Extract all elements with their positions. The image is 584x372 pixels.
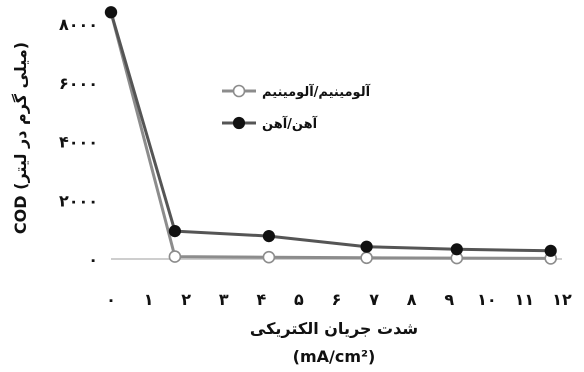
x-axis-ticks: ۰ ۱ ۲ ۳ ۴ ۵ ۶ ۷ ۸ ۹ ۱۰ ۱۱ ۱۲ bbox=[106, 290, 572, 309]
legend-marker-iron bbox=[232, 116, 246, 130]
series-1-point bbox=[360, 240, 373, 253]
series-layer bbox=[104, 6, 558, 265]
x-tick-label: ۴ bbox=[256, 290, 266, 309]
series-line-0 bbox=[109, 11, 551, 260]
series-line-1 bbox=[109, 11, 551, 253]
legend-marker-aluminium bbox=[232, 84, 246, 98]
series-0-point bbox=[262, 250, 276, 264]
legend: آلومینیم/آلومینیم آهن/آهن bbox=[222, 83, 371, 132]
legend-label-iron: آهن/آهن bbox=[262, 115, 318, 132]
x-axis-unit: (mA/cm²) bbox=[293, 347, 376, 366]
legend-label-aluminium: آلومینیم/آلومینیم bbox=[262, 83, 371, 100]
y-tick-label: ۶۰۰۰ bbox=[59, 74, 98, 93]
series-1-point bbox=[168, 225, 181, 238]
y-tick-label: ۸۰۰۰ bbox=[59, 15, 98, 34]
x-tick-label: ۱۰ bbox=[477, 290, 497, 309]
y-axis-ticks: ۰ ۲۰۰۰ ۴۰۰۰ ۶۰۰۰ ۸۰۰۰ bbox=[59, 15, 98, 269]
x-tick-label: ۳ bbox=[219, 290, 229, 309]
series-1-point bbox=[262, 230, 275, 243]
x-tick-label: ۵ bbox=[294, 290, 304, 309]
x-tick-label: ۶ bbox=[332, 290, 342, 309]
x-tick-label: ۱۲ bbox=[552, 290, 572, 309]
legend-item-aluminium: آلومینیم/آلومینیم bbox=[222, 83, 371, 100]
x-axis-title: شدت جریان الکتریکی bbox=[250, 319, 418, 338]
y-tick-label: ۴۰۰۰ bbox=[59, 133, 98, 152]
y-axis-title: COD (میلی گرم در لیتر) bbox=[11, 42, 30, 234]
y-tick-label: ۰ bbox=[88, 250, 98, 269]
x-tick-label: ۷ bbox=[369, 290, 379, 309]
series-1-point bbox=[450, 243, 463, 256]
series-1-point bbox=[544, 244, 557, 257]
x-tick-label: ۹ bbox=[444, 290, 454, 309]
series-0-point bbox=[360, 251, 373, 265]
x-tick-label: ۲ bbox=[181, 290, 191, 309]
x-tick-label: ۱۱ bbox=[515, 290, 535, 309]
series-0-point bbox=[168, 250, 182, 263]
x-tick-label: ۸ bbox=[407, 290, 417, 309]
legend-item-iron: آهن/آهن bbox=[222, 115, 318, 132]
x-tick-label: ۰ bbox=[106, 290, 116, 309]
y-tick-label: ۲۰۰۰ bbox=[59, 191, 98, 210]
x-tick-label: ۱ bbox=[144, 290, 154, 309]
series-1-point bbox=[104, 6, 118, 19]
